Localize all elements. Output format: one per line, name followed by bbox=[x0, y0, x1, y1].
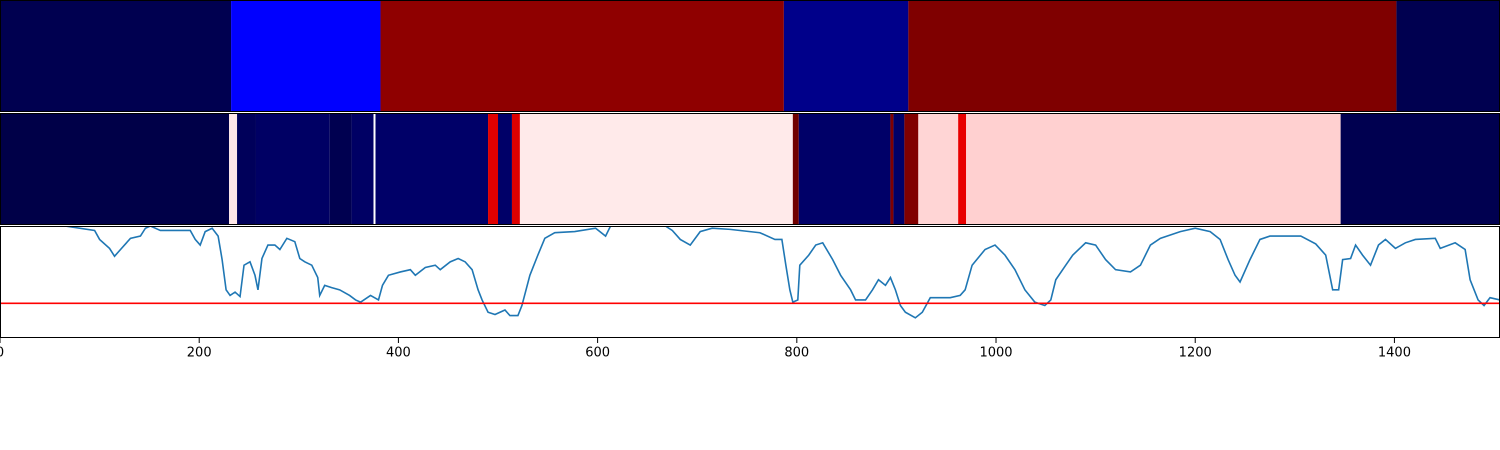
segment bbox=[966, 114, 1341, 225]
segment bbox=[908, 1, 1397, 112]
segment bbox=[511, 114, 520, 225]
segment bbox=[1396, 1, 1500, 112]
segment bbox=[498, 114, 512, 225]
signal-panel: 0 200 400 600 800 1000 1200 1400 bbox=[0, 226, 1500, 361]
segment bbox=[229, 114, 238, 225]
segment bbox=[792, 114, 799, 225]
x-tick-label: 1000 bbox=[979, 346, 1012, 361]
segment bbox=[375, 114, 489, 225]
middle-strip bbox=[0, 114, 1500, 225]
segment bbox=[351, 114, 374, 225]
x-tick-label: 600 bbox=[585, 346, 610, 361]
signal-line bbox=[64, 226, 1500, 319]
x-tick-label: 800 bbox=[784, 346, 809, 361]
segment bbox=[0, 114, 230, 225]
segment bbox=[798, 114, 891, 225]
segment bbox=[231, 1, 381, 112]
top-strip bbox=[0, 1, 1500, 112]
x-tick-label: 1200 bbox=[1179, 346, 1212, 361]
x-tick-label: 200 bbox=[187, 346, 212, 361]
segment bbox=[0, 1, 232, 112]
segment bbox=[255, 114, 330, 225]
segment bbox=[904, 114, 919, 225]
segment bbox=[958, 114, 967, 225]
segment bbox=[488, 114, 499, 225]
x-tick-label: 1400 bbox=[1378, 346, 1411, 361]
segment bbox=[329, 114, 352, 225]
segment bbox=[918, 114, 959, 225]
segment bbox=[237, 114, 256, 225]
segment bbox=[783, 1, 909, 112]
segment bbox=[893, 114, 905, 225]
segment bbox=[380, 1, 784, 112]
segment bbox=[519, 114, 793, 225]
segment bbox=[1340, 114, 1500, 225]
segment bbox=[373, 114, 376, 225]
x-tick-label: 0 bbox=[0, 346, 4, 361]
segment bbox=[890, 114, 894, 225]
x-tick-label: 400 bbox=[386, 346, 411, 361]
